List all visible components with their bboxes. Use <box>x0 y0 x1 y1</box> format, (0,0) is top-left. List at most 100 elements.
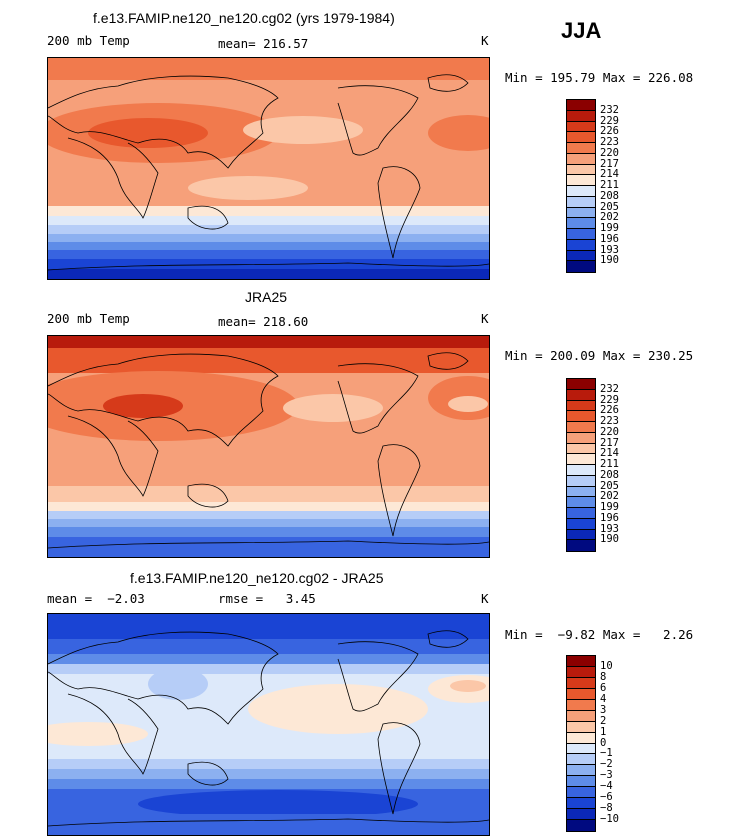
colorbar-swatch <box>567 743 595 755</box>
colorbar-level-label: 202 <box>600 211 619 224</box>
colorbar-swatch <box>567 400 595 412</box>
colorbar-swatch <box>567 121 595 133</box>
colorbar-swatch <box>567 454 595 465</box>
colorbar-swatch <box>567 475 595 487</box>
colorbar-level-label: 1 <box>600 725 607 738</box>
panel2-mean-label: mean= 218.60 <box>218 314 309 329</box>
colorbar-level-label: 229 <box>600 393 619 406</box>
colorbar-level-label: 10 <box>600 659 613 672</box>
colorbar-level-label: 205 <box>600 200 619 213</box>
colorbar-swatch <box>567 798 595 810</box>
panel1-map <box>47 57 490 280</box>
season-label: JJA <box>561 18 602 43</box>
colorbar-swatch <box>567 677 595 689</box>
colorbar-level-label: 220 <box>600 146 619 159</box>
panel3-coastlines <box>48 630 489 827</box>
colorbar-level-label: 202 <box>600 490 619 503</box>
panel3-contour-field <box>48 614 489 835</box>
colorbar-level-label: 190 <box>600 254 619 267</box>
colorbar-level-label: −2 <box>600 758 613 771</box>
colorbar-swatch <box>567 110 595 122</box>
panel3-map <box>47 613 490 836</box>
colorbar-level-label: −4 <box>600 780 613 793</box>
colorbar-swatch <box>567 497 595 508</box>
colorbar-swatch <box>567 153 595 165</box>
panel2-contour-field <box>48 336 489 557</box>
colorbar-level-label: −3 <box>600 769 613 782</box>
panel3-minmax: Min = −9.82 Max = 2.26 <box>505 627 694 642</box>
colorbar-level-label: 6 <box>600 681 607 694</box>
colorbar-swatch <box>567 218 595 229</box>
colorbar-swatch <box>567 132 595 143</box>
colorbar-level-label: 3 <box>600 703 607 716</box>
colorbar-swatch <box>567 250 595 262</box>
colorbar-swatch <box>567 443 595 455</box>
colorbar-swatch <box>567 379 595 390</box>
panel2-map <box>47 335 490 558</box>
colorbar-level-label: 8 <box>600 670 607 683</box>
colorbar-level-label: 232 <box>600 103 619 116</box>
colorbar-swatch <box>567 787 595 799</box>
colorbar-swatch <box>567 465 595 476</box>
panel3-rmse-label: rmse = 3.45 <box>218 591 316 606</box>
colorbar-level-label: 208 <box>600 468 619 481</box>
colorbar-level-label: 217 <box>600 157 619 170</box>
colorbar-level-label: 199 <box>600 222 619 234</box>
panel1-title: f.e13.FAMIP.ne120_ne120.cg02 (yrs 1979-1… <box>93 10 395 26</box>
colorbar-swatch <box>567 732 595 744</box>
colorbar-swatch <box>567 710 595 722</box>
panel1-mean-label: mean= 216.57 <box>218 36 309 51</box>
colorbar-level-label: 196 <box>600 511 619 524</box>
colorbar-level-label: 220 <box>600 425 619 438</box>
colorbar-swatch <box>567 389 595 401</box>
panel1-variable-label: 200 mb Temp <box>47 33 130 48</box>
colorbar-swatch <box>567 754 595 766</box>
colorbar-level-label: 214 <box>600 447 619 460</box>
panel2-minmax: Min = 200.09 Max = 230.25 <box>505 348 694 363</box>
colorbar-level-label: 232 <box>600 382 619 395</box>
panel1-colorbar <box>566 99 596 273</box>
panel2-units: K <box>481 311 489 326</box>
colorbar-swatch <box>567 666 595 678</box>
colorbar-swatch <box>567 518 595 530</box>
panel1-minmax: Min = 195.79 Max = 226.08 <box>505 70 694 85</box>
colorbar-swatch <box>567 721 595 733</box>
panel3-units: K <box>481 591 489 606</box>
colorbar-level-label: 199 <box>600 501 619 513</box>
colorbar-level-label: 229 <box>600 114 619 127</box>
colorbar-swatch <box>567 529 595 541</box>
colorbar-swatch <box>567 186 595 197</box>
colorbar-swatch <box>567 100 595 111</box>
colorbar-level-label: 205 <box>600 479 619 492</box>
colorbar-level-label: 193 <box>600 522 619 535</box>
colorbar-swatch <box>567 432 595 444</box>
colorbar-level-label: −8 <box>600 802 613 815</box>
colorbar-swatch <box>567 196 595 208</box>
colorbar-swatch <box>567 540 595 551</box>
colorbar-level-label: −10 <box>600 813 619 826</box>
colorbar-level-label: 223 <box>600 415 619 427</box>
panel2-title: JRA25 <box>245 289 288 305</box>
colorbar-swatch <box>567 229 595 240</box>
colorbar-level-label: 226 <box>600 125 619 138</box>
colorbar-swatch <box>567 411 595 422</box>
colorbar-level-label: 208 <box>600 189 619 202</box>
colorbar-swatch <box>567 765 595 777</box>
colorbar-level-label: −6 <box>600 791 613 804</box>
colorbar-level-label: 226 <box>600 404 619 417</box>
colorbar-level-label: 193 <box>600 243 619 256</box>
colorbar-level-label: 223 <box>600 136 619 148</box>
panel1-coastlines <box>48 74 489 271</box>
colorbar-swatch <box>567 699 595 711</box>
colorbar-swatch <box>567 809 595 821</box>
colorbar-swatch <box>567 164 595 176</box>
panel3-colorbar <box>566 655 596 832</box>
panel1-contour-field <box>48 58 489 279</box>
colorbar-swatch <box>567 239 595 251</box>
colorbar-level-label: 214 <box>600 168 619 181</box>
colorbar-level-label: 211 <box>600 458 619 470</box>
colorbar-swatch <box>567 175 595 186</box>
colorbar-swatch <box>567 776 595 788</box>
colorbar-level-label: 4 <box>600 692 607 705</box>
colorbar-swatch <box>567 207 595 219</box>
